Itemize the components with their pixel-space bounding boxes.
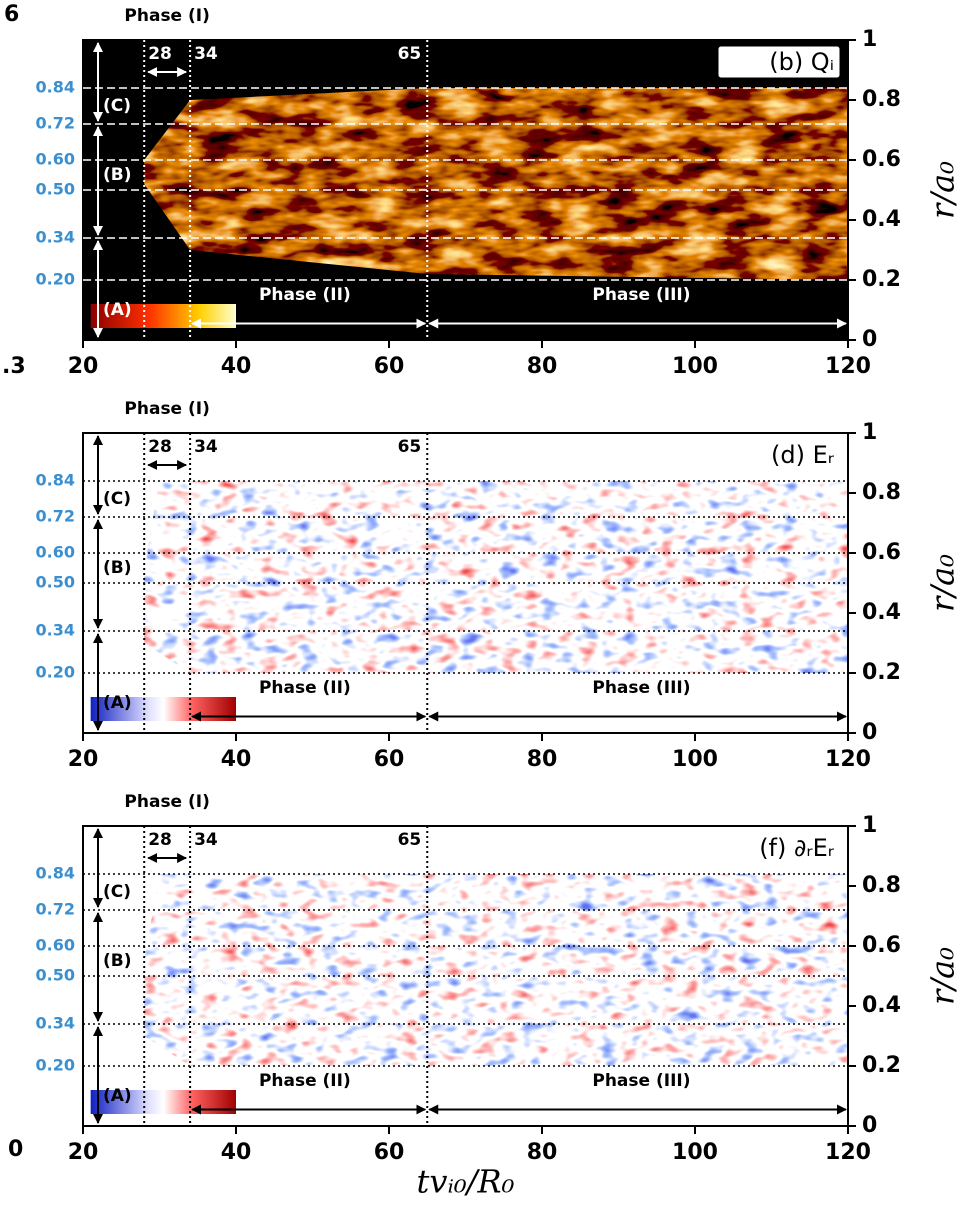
x-tick-label: 100 — [672, 747, 718, 772]
x-tick-label: 40 — [221, 747, 252, 772]
title-box — [718, 832, 840, 864]
region-label: (B) — [103, 558, 132, 578]
region-label: (A) — [103, 300, 132, 320]
x-tick-label: 60 — [374, 1140, 405, 1165]
y-tick-label: 0.8 — [862, 873, 901, 898]
region-label: (B) — [103, 951, 132, 971]
boundary-label: 0.72 — [36, 114, 75, 133]
x-axis-label: tvᵢ₀/R₀ — [417, 1163, 515, 1201]
y-tick-label: 0.8 — [862, 480, 901, 505]
cropped-label: 6 — [4, 2, 19, 27]
y-tick-label: 0.4 — [862, 600, 901, 625]
panel-title: (b) Qᵢ — [769, 48, 834, 76]
y-tick-label: 0.2 — [862, 267, 901, 292]
heatmap-texture — [144, 481, 848, 673]
region-label: (A) — [103, 693, 132, 713]
region-label: (C) — [103, 882, 131, 902]
heatmap-texture — [144, 88, 848, 280]
x-tick-label: 120 — [825, 354, 871, 379]
x-tick-label: 100 — [672, 354, 718, 379]
x-tick-label: 100 — [672, 1140, 718, 1165]
cropped-label: .3 — [2, 354, 26, 379]
boundary-label: 0.60 — [36, 150, 75, 169]
phase-label: Phase (I) — [124, 399, 209, 419]
y-tick-label: 0.8 — [862, 87, 901, 112]
y-tick-label: 0.2 — [862, 1053, 901, 1078]
region-label: (B) — [103, 165, 132, 185]
x-tick-label: 40 — [221, 1140, 252, 1165]
phase-time: 28 — [148, 437, 172, 457]
x-tick-label: 120 — [825, 1140, 871, 1165]
title-box — [717, 45, 841, 79]
phase-time: 34 — [194, 830, 218, 850]
boundary-label: 0.20 — [36, 270, 75, 289]
y-tick-label: 0.6 — [862, 933, 901, 958]
y-tick-label: 0 — [862, 720, 877, 745]
y-tick-label: 1 — [862, 27, 877, 52]
phase-label: Phase (III) — [592, 678, 690, 698]
region-label: (C) — [103, 96, 131, 116]
y-tick-label: 0.4 — [862, 207, 901, 232]
boundary-label: 0.50 — [36, 966, 75, 985]
phase-label: Phase (I) — [124, 6, 209, 26]
boundary-label: 0.60 — [36, 543, 75, 562]
y-tick-label: 0.2 — [862, 660, 901, 685]
y-axis-label: r/a₀ — [924, 161, 962, 219]
cropped-label: 0 — [8, 1137, 23, 1162]
x-tick-label: 20 — [68, 747, 99, 772]
phase-time: 34 — [194, 44, 218, 64]
boundary-label: 0.34 — [36, 228, 75, 247]
boundary-label: 0.60 — [36, 936, 75, 955]
x-tick-label: 80 — [527, 747, 558, 772]
boundary-label: 0.72 — [36, 900, 75, 919]
boundary-label: 0.50 — [36, 180, 75, 199]
phase-label: Phase (III) — [592, 1071, 690, 1091]
boundary-label: 0.34 — [36, 621, 75, 640]
boundary-label: 0.84 — [36, 78, 75, 97]
x-tick-label: 40 — [221, 354, 252, 379]
y-tick-label: 0.6 — [862, 147, 901, 172]
phase-label: Phase (II) — [259, 285, 351, 305]
phase-label: Phase (II) — [259, 678, 351, 698]
boundary-label: 0.20 — [36, 663, 75, 682]
panel-title: (d) Eᵣ — [771, 441, 835, 469]
x-tick-label: 80 — [527, 1140, 558, 1165]
x-tick-label: 120 — [825, 747, 871, 772]
x-tick-label: 20 — [68, 354, 99, 379]
y-tick-label: 1 — [862, 813, 877, 838]
boundary-label: 0.34 — [36, 1014, 75, 1033]
y-axis-label: r/a₀ — [924, 947, 962, 1005]
boundary-label: 0.72 — [36, 507, 75, 526]
phase-label: Phase (III) — [592, 285, 690, 305]
panel-title: (f) ∂ᵣEᵣ — [759, 834, 835, 862]
region-label: (A) — [103, 1086, 132, 1106]
phase-time: 65 — [398, 44, 422, 64]
y-tick-label: 0.6 — [862, 540, 901, 565]
y-tick-label: 0 — [862, 327, 877, 352]
title-box — [718, 439, 840, 471]
y-tick-label: 0 — [862, 1113, 877, 1138]
phase-time: 65 — [398, 830, 422, 850]
heatmap-texture — [144, 874, 848, 1066]
phase-time: 65 — [398, 437, 422, 457]
y-axis-label: r/a₀ — [924, 554, 962, 612]
phase-label: Phase (I) — [124, 792, 209, 812]
boundary-label: 0.84 — [36, 864, 75, 883]
boundary-label: 0.20 — [36, 1056, 75, 1075]
phase-label: Phase (II) — [259, 1071, 351, 1091]
y-tick-label: 1 — [862, 420, 877, 445]
phase-time: 28 — [148, 44, 172, 64]
x-tick-label: 60 — [374, 354, 405, 379]
phase-time: 34 — [194, 437, 218, 457]
x-tick-label: 80 — [527, 354, 558, 379]
phase-time: 28 — [148, 830, 172, 850]
x-tick-label: 60 — [374, 747, 405, 772]
y-tick-label: 0.4 — [862, 993, 901, 1018]
boundary-label: 0.84 — [36, 471, 75, 490]
x-tick-label: 20 — [68, 1140, 99, 1165]
boundary-label: 0.50 — [36, 573, 75, 592]
region-label: (C) — [103, 489, 131, 509]
